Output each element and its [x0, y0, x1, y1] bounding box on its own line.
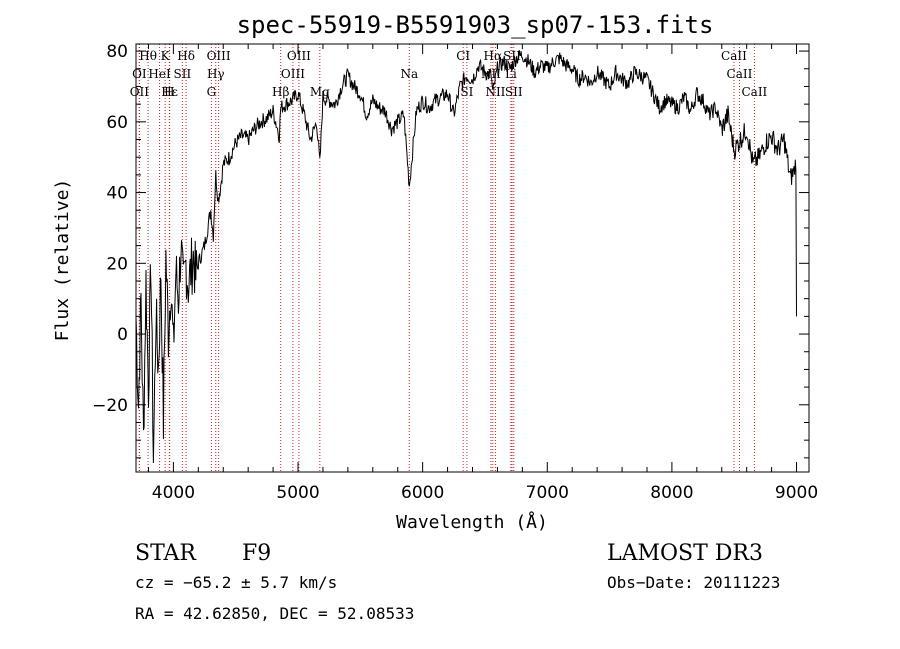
x-tick-label: 8000: [650, 483, 693, 503]
line-label: OIII: [207, 49, 231, 63]
line-label: CaII: [741, 85, 767, 99]
coordinates: RA = 42.62850, DEC = 52.08533: [135, 604, 414, 623]
obs-date: Obs−Date: 20111223: [607, 573, 780, 592]
y-tick-label: 0: [117, 325, 128, 345]
line-label: SI: [460, 85, 473, 99]
line-label: OIII: [287, 49, 311, 63]
line-label: Hα: [484, 49, 503, 63]
y-axis-label: Flux (relative): [52, 179, 73, 342]
spectrum-series: [135, 50, 797, 464]
line-label: OIII: [281, 67, 305, 81]
line-label: G: [207, 85, 217, 99]
object-class: STAR: [135, 541, 197, 566]
line-label: SII: [505, 85, 523, 99]
line-label: CaII: [727, 67, 753, 81]
x-tick-label: 6000: [401, 483, 444, 503]
x-axis-ticks: 4000 5000 6000 7000 8000 9000: [147, 44, 818, 503]
line-label: SII: [174, 67, 192, 81]
line-label: Hβ: [272, 85, 289, 99]
x-tick-label: 7000: [526, 483, 569, 503]
line-label: CaII: [721, 49, 747, 63]
line-label: CI: [456, 49, 470, 63]
spectral-line-markers: [138, 44, 755, 472]
line-label: Li: [505, 67, 517, 81]
y-tick-label: 80: [106, 42, 128, 62]
line-label: K: [161, 49, 171, 63]
y-axis-ticks: −20 0 20 40 60 80: [92, 42, 809, 459]
line-label: Hθ: [139, 49, 157, 63]
chart-title: spec-55919-B5591903_sp07-153.fits: [237, 11, 714, 39]
line-label: HeI: [148, 67, 171, 81]
line-label: H: [164, 85, 174, 99]
x-tick-label: 4000: [152, 483, 195, 503]
y-tick-label: 60: [106, 113, 128, 133]
y-tick-label: −20: [92, 396, 128, 416]
line-label: Hε: [161, 85, 178, 99]
subclass: F9: [242, 541, 271, 566]
line-label: Mg: [310, 85, 330, 99]
line-label: Na: [400, 67, 418, 81]
y-tick-label: 20: [106, 254, 128, 274]
line-label: Hδ: [177, 49, 195, 63]
line-label: NII: [485, 85, 505, 99]
x-tick-label: 5000: [276, 483, 319, 503]
x-axis-label: Wavelength (Å): [396, 511, 548, 533]
y-tick-label: 40: [106, 184, 128, 204]
line-label: OII: [130, 85, 150, 99]
redshift-cz: cz = −65.2 ± 5.7 km/s: [135, 573, 337, 592]
x-tick-label: 9000: [775, 483, 818, 503]
line-label: Hγ: [207, 67, 225, 81]
survey-name: LAMOST DR3: [607, 541, 763, 566]
